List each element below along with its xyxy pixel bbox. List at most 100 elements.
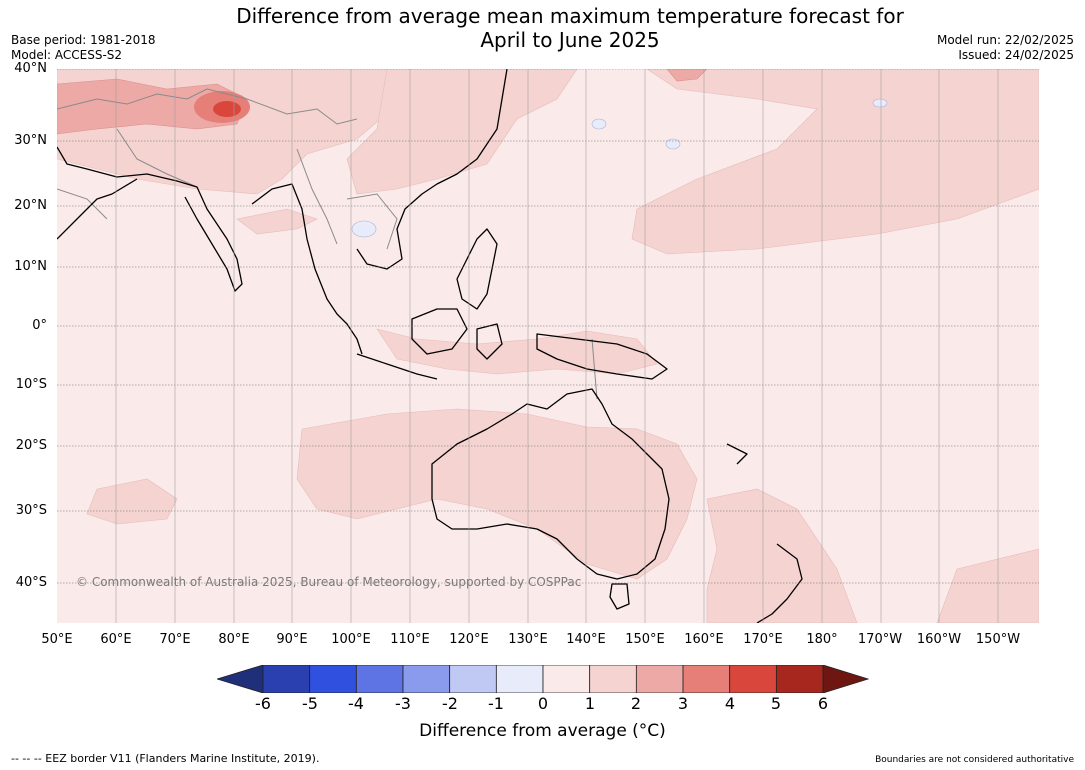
colorbar-tick: -3 — [395, 694, 411, 713]
coast-new-guinea — [536, 333, 668, 380]
model-name: Model: ACCESS-S2 — [11, 48, 123, 62]
lat-label-20s: 20°S — [15, 438, 47, 453]
anomaly-area-tasman — [706, 488, 858, 623]
coast-sumatra-java — [356, 353, 438, 380]
coast-vanuatu — [726, 443, 748, 465]
lon-label-140e: 140°E — [566, 632, 606, 647]
lon-label-160e: 160°E — [684, 632, 724, 647]
copyright-notice: © Commonwealth of Australia 2025, Bureau… — [76, 575, 581, 589]
colorbar-tick: 2 — [630, 694, 642, 713]
anomaly-area-tibet-core — [213, 101, 241, 117]
colorbar-extend-low — [217, 665, 264, 693]
title-line-2: April to June 2025 — [480, 28, 660, 52]
anomaly-area-north-pacific — [631, 69, 1039, 255]
border-arabia — [57, 188, 108, 220]
cool-anomaly-areas — [351, 98, 888, 238]
coast-new-zealand — [756, 543, 803, 623]
lon-label-180: 180° — [806, 632, 838, 647]
colorbar-segment — [309, 665, 357, 693]
colorbar-segments — [217, 665, 869, 693]
border-china-south — [206, 88, 358, 125]
title-line-1: Difference from average mean maximum tem… — [236, 4, 904, 28]
anomaly-area-pacific-far — [872, 98, 888, 108]
coast-sulawesi — [476, 323, 503, 360]
longitude-gridlines — [115, 69, 999, 623]
issued-date: Issued: 24/02/2025 — [958, 48, 1074, 62]
boundaries-disclaimer: Boundaries are not considered authoritat… — [875, 755, 1074, 765]
colorbar-extend-high — [822, 665, 869, 693]
border-myanmar — [296, 148, 338, 245]
anomaly-area-china — [346, 69, 578, 195]
colorbar-tick: -1 — [488, 694, 504, 713]
lon-label-150e: 150°E — [625, 632, 665, 647]
country-borders — [57, 88, 598, 400]
lat-label-10s: 10°S — [15, 377, 47, 392]
colorbar-segment — [775, 665, 824, 693]
anomaly-area-pacific-east — [665, 138, 681, 150]
lon-label-80e: 80°E — [218, 632, 250, 647]
coast-arabia — [57, 178, 138, 240]
coast-east-asia — [356, 69, 508, 270]
colorbar-tick: 4 — [724, 694, 736, 713]
border-iran-pakistan — [116, 128, 198, 188]
lat-label-30s: 30°S — [15, 503, 47, 518]
colorbar-segment — [449, 665, 497, 693]
map-title: Difference from average mean maximum tem… — [0, 4, 1085, 52]
colorbar-segment — [635, 665, 684, 693]
coastlines — [57, 69, 803, 623]
colorbar-tick: -6 — [255, 694, 271, 713]
coast-tasmania — [609, 583, 630, 610]
coast-philippines — [456, 228, 498, 310]
anomaly-map: © Commonwealth of Australia 2025, Bureau… — [57, 69, 1039, 623]
lon-label-170w: 170°W — [857, 632, 903, 647]
colorbar-tick: -2 — [442, 694, 458, 713]
anomaly-area-south-pacific — [936, 548, 1039, 623]
coast-australia — [431, 388, 670, 580]
anomaly-area-japan-sea — [666, 69, 708, 82]
border-png — [591, 338, 598, 400]
model-run: Model run: 22/02/2025 — [936, 33, 1074, 47]
lon-label-170e: 170°E — [743, 632, 783, 647]
border-central-asia — [57, 88, 208, 110]
colorbar-segment — [495, 665, 544, 693]
lon-label-70e: 70°E — [159, 632, 191, 647]
lat-label-40n: 40°N — [14, 61, 47, 76]
colorbar-segment — [589, 665, 637, 693]
border-laos-vietnam — [346, 193, 398, 250]
hottest-anomaly-areas — [213, 101, 241, 117]
colorbar-tick: 5 — [770, 694, 782, 713]
lon-label-60e: 60°E — [100, 632, 132, 647]
coast-india-arabia — [57, 146, 243, 292]
lon-label-90e: 90°E — [276, 632, 308, 647]
base-period: Base period: 1981-2018 — [11, 33, 156, 47]
colorbar-tick: 0 — [537, 694, 549, 713]
colorbar-tick: 3 — [677, 694, 689, 713]
lat-label-10n: 10°N — [14, 259, 47, 274]
lon-label-50e: 50°E — [41, 632, 73, 647]
eez-border-note: -- -- -- EEZ border V11 (Flanders Marine… — [11, 752, 320, 765]
colorbar-segment — [262, 665, 311, 693]
anomaly-area-ryukyu — [591, 118, 607, 130]
colorbar-segment — [542, 665, 591, 693]
lat-label-30n: 30°N — [14, 133, 47, 148]
lon-label-160w: 160°W — [916, 632, 962, 647]
anomaly-area-bay-of-bengal — [236, 208, 318, 235]
lon-label-110e: 110°E — [390, 632, 430, 647]
colorbar-segment — [682, 665, 731, 693]
coast-bay-of-bengal — [251, 183, 363, 355]
colorbar-tick: -4 — [348, 694, 364, 713]
lon-label-130e: 130°E — [508, 632, 548, 647]
lat-label-equator: 0° — [32, 318, 47, 333]
colorbar-tick: 6 — [817, 694, 829, 713]
colorbar-segment — [355, 665, 404, 693]
lon-label-150w: 150°W — [975, 632, 1021, 647]
colorbar-tick: 1 — [584, 694, 596, 713]
colorbar-tick: -5 — [302, 694, 318, 713]
coast-borneo — [411, 308, 468, 355]
anomaly-area-indochina — [351, 220, 377, 238]
lon-label-100e: 100°E — [331, 632, 371, 647]
anomaly-area-australia — [296, 408, 698, 580]
meta-right: Model run: 22/02/2025 Issued: 24/02/2025 — [937, 33, 1074, 63]
colorbar-label: Difference from average (°C) — [419, 721, 666, 741]
meta-left: Base period: 1981-2018 Model: ACCESS-S2 — [11, 33, 156, 63]
